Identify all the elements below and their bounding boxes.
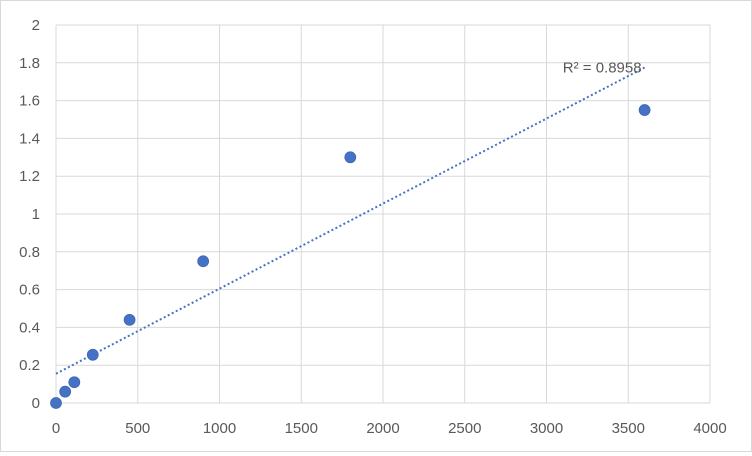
data-point [197, 255, 210, 268]
trendline-group: R² = 0.8958 [55, 60, 646, 375]
y-axis-tick-labels: 0 0.2 0.4 0.6 0.8 1 1.2 1.4 1.6 1.8 2 [19, 17, 40, 412]
y-tick-label: 1.6 [19, 93, 40, 110]
y-tick-label: 0.4 [19, 319, 40, 336]
gridlines [55, 24, 711, 404]
y-tick-label: 1.2 [19, 168, 40, 185]
data-point [86, 348, 99, 361]
x-tick-label: 1500 [285, 420, 318, 437]
data-point [59, 385, 72, 398]
y-tick-label: 2 [32, 17, 40, 34]
data-point [123, 313, 136, 326]
x-tick-label: 3000 [530, 420, 563, 437]
x-tick-label: 4000 [693, 420, 726, 437]
r-squared-label: R² = 0.8958 [563, 60, 642, 77]
y-tick-label: 1.4 [19, 130, 40, 147]
data-points [50, 104, 651, 409]
x-tick-label: 2500 [448, 420, 481, 437]
y-tick-label: 0.8 [19, 244, 40, 261]
data-point [68, 376, 81, 389]
data-point [50, 397, 62, 409]
x-tick-label: 0 [52, 420, 60, 437]
data-point [344, 151, 357, 164]
x-tick-label: 1000 [203, 420, 236, 437]
x-tick-label: 2000 [366, 420, 399, 437]
y-tick-label: 0 [32, 395, 40, 412]
y-tick-label: 1.8 [19, 55, 40, 72]
y-tick-label: 0.6 [19, 282, 40, 299]
y-tick-label: 1 [32, 206, 40, 223]
x-tick-label: 3500 [612, 420, 645, 437]
x-tick-label: 500 [125, 420, 150, 437]
data-point [638, 104, 651, 116]
y-tick-label: 0.2 [19, 357, 40, 374]
x-axis-tick-labels: 0 500 1000 1500 2000 2500 3000 3500 4000 [52, 420, 727, 437]
